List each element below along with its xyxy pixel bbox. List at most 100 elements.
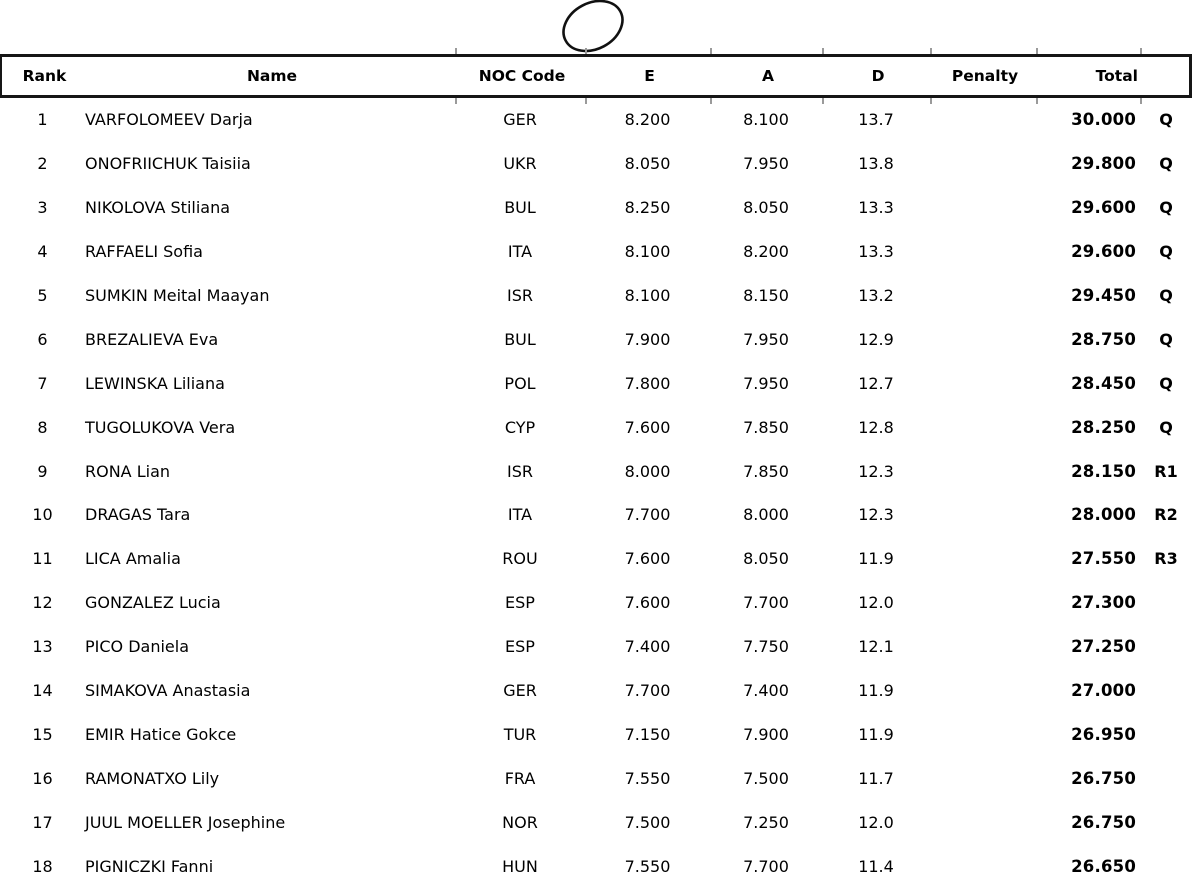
a-score-cell: 7.950 (743, 154, 789, 174)
total-score-cell: 26.750 (1071, 768, 1136, 788)
name-cell: NIKOLOVA Stiliana (85, 198, 231, 218)
column-separator-tick (710, 48, 712, 54)
total-score-cell: 28.000 (1071, 505, 1136, 525)
rank-cell: 4 (37, 242, 48, 262)
hoop-icon (552, 0, 634, 56)
e-score-cell: 7.400 (624, 637, 671, 657)
rank-cell: 12 (32, 593, 53, 613)
total-score-cell: 26.650 (1071, 856, 1136, 876)
d-score-cell: 12.0 (858, 812, 894, 832)
qualification-marker: R2 (1154, 505, 1178, 525)
d-score-cell: 12.9 (858, 329, 894, 349)
d-score-cell: 12.7 (858, 373, 894, 393)
column-separator-tick (1140, 98, 1142, 104)
a-score-cell: 7.950 (743, 373, 789, 393)
qualification-marker: Q (1159, 198, 1173, 218)
column-separator-tick (710, 98, 712, 104)
a-score-cell: 8.050 (743, 549, 789, 569)
total-score-cell: 29.450 (1071, 286, 1136, 305)
qualification-marker: Q (1159, 373, 1173, 393)
table-header: Rank Name NOC Code E A D Penalty Total (0, 54, 1192, 98)
column-separator-tick (585, 48, 587, 54)
rank-cell: 11 (32, 549, 53, 569)
name-cell: RAFFAELI Sofia (85, 242, 203, 262)
a-score-cell: 8.050 (743, 198, 789, 218)
rank-cell: 14 (32, 681, 53, 701)
name-cell: DRAGAS Tara (85, 505, 191, 525)
column-separator-tick (1036, 98, 1038, 104)
column-header-a: A (762, 67, 774, 85)
table-row: 11 LICA Amalia ROU 7.600 8.050 11.9 27.5… (0, 537, 1192, 581)
qualification-marker: Q (1159, 154, 1173, 174)
qualification-marker: Q (1159, 286, 1173, 305)
name-cell: LEWINSKA Liliana (85, 373, 225, 393)
e-score-cell: 7.800 (624, 373, 671, 393)
total-score-cell: 28.250 (1071, 417, 1136, 437)
noc-code-cell: ITA (507, 505, 533, 525)
noc-code-cell: ROU (502, 549, 538, 569)
total-score-cell: 26.750 (1071, 812, 1136, 832)
table-row: 4 RAFFAELI Sofia ITA 8.100 8.200 13.3 29… (0, 230, 1192, 274)
e-score-cell: 7.150 (624, 724, 671, 744)
d-score-cell: 12.3 (858, 505, 894, 525)
name-cell: RAMONATXO Lily (85, 768, 220, 788)
noc-code-cell: ESP (505, 593, 535, 613)
qualification-marker: Q (1159, 110, 1173, 130)
rank-cell: 18 (32, 856, 53, 876)
qualification-marker: R3 (1154, 549, 1178, 569)
table-row: 13 PICO Daniela ESP 7.400 7.750 12.1 27.… (0, 625, 1192, 669)
e-score-cell: 8.000 (624, 461, 671, 481)
total-score-cell: 27.300 (1071, 593, 1136, 613)
column-header-name: Name (246, 67, 298, 85)
a-score-cell: 8.000 (743, 505, 789, 525)
a-score-cell: 7.850 (743, 461, 789, 481)
qualification-marker: Q (1159, 329, 1173, 349)
total-score-cell: 27.000 (1071, 681, 1136, 701)
noc-code-cell: CYP (504, 417, 536, 437)
e-score-cell: 8.250 (624, 198, 671, 218)
column-header-noc-code: NOC Code (478, 67, 566, 85)
name-cell: RONA Lian (85, 461, 171, 481)
table-row: 18 PIGNICZKI Fanni HUN 7.550 7.700 11.4 … (0, 844, 1192, 888)
table-row: 16 RAMONATXO Lily FRA 7.550 7.500 11.7 2… (0, 756, 1192, 800)
total-score-cell: 28.750 (1071, 329, 1136, 349)
table-row: 1 VARFOLOMEEV Darja GER 8.200 8.100 13.7… (0, 98, 1192, 142)
total-score-cell: 26.950 (1071, 724, 1136, 744)
a-score-cell: 7.250 (743, 812, 789, 832)
name-cell: ONOFRIICHUK Taisiia (85, 154, 251, 174)
noc-code-cell: TUR (503, 724, 537, 744)
a-score-cell: 7.950 (743, 329, 789, 349)
qualification-marker: R1 (1154, 461, 1178, 481)
rank-cell: 2 (37, 154, 48, 174)
a-score-cell: 7.700 (743, 856, 789, 876)
e-score-cell: 7.500 (624, 812, 671, 832)
e-score-cell: 7.600 (624, 549, 671, 569)
table-row: 15 EMIR Hatice Gokce TUR 7.150 7.900 11.… (0, 712, 1192, 756)
a-score-cell: 7.700 (743, 593, 789, 613)
column-separator-tick (455, 48, 457, 54)
column-header-penalty: Penalty (951, 67, 1019, 85)
rank-cell: 5 (37, 286, 48, 305)
noc-code-cell: HUN (502, 856, 538, 876)
column-separator-tick (585, 98, 587, 104)
noc-code-cell: ISR (507, 286, 533, 305)
name-cell: LICA Amalia (85, 549, 181, 569)
qualification-marker: Q (1159, 242, 1173, 262)
name-cell: SUMKIN Meital Maayan (85, 286, 270, 305)
column-separator-tick (822, 98, 824, 104)
name-cell: GONZALEZ Lucia (85, 593, 221, 613)
e-score-cell: 7.600 (624, 593, 671, 613)
qualification-marker: Q (1159, 417, 1173, 437)
table-row: 10 DRAGAS Tara ITA 7.700 8.000 12.3 28.0… (0, 493, 1192, 537)
e-score-cell: 7.550 (624, 856, 671, 876)
d-score-cell: 13.2 (858, 286, 894, 305)
d-score-cell: 12.3 (858, 461, 894, 481)
table-row: 8 TUGOLUKOVA Vera CYP 7.600 7.850 12.8 2… (0, 405, 1192, 449)
d-score-cell: 11.7 (858, 768, 894, 788)
total-score-cell: 28.150 (1071, 461, 1136, 481)
a-score-cell: 7.750 (743, 637, 789, 657)
rank-cell: 17 (32, 812, 53, 832)
noc-code-cell: ITA (507, 242, 533, 262)
column-header-total: Total (1095, 67, 1138, 85)
d-score-cell: 11.9 (858, 549, 894, 569)
